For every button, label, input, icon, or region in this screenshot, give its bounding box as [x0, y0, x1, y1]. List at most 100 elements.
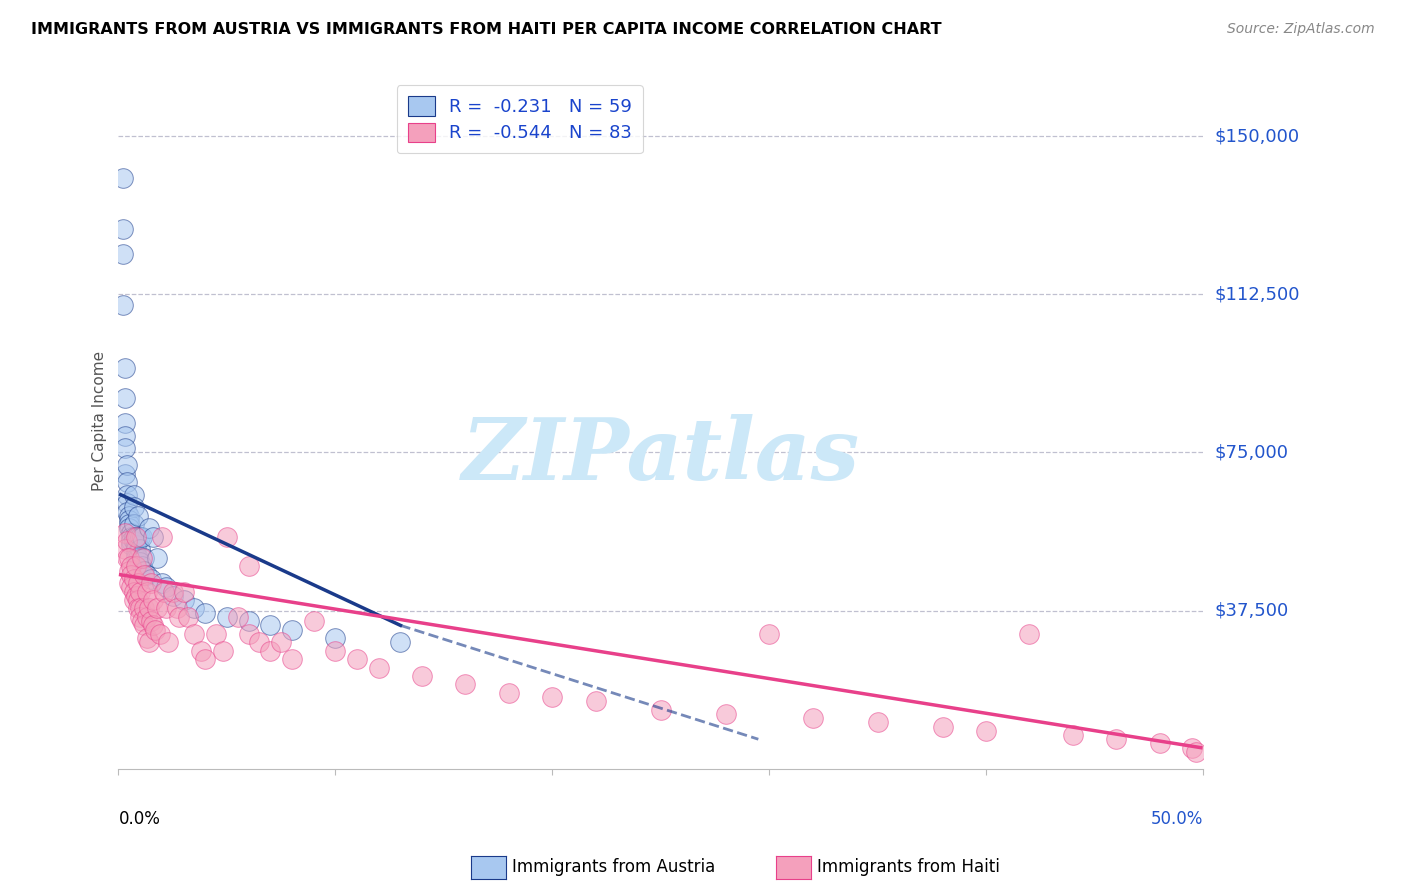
- Point: [125, 530, 148, 544]
- Point: [122, 593, 145, 607]
- Point: [270, 635, 292, 649]
- Point: [111, 171, 134, 186]
- Point: [127, 530, 149, 544]
- Point: [411, 669, 433, 683]
- Point: [139, 576, 162, 591]
- Point: [122, 584, 145, 599]
- Point: [122, 572, 145, 586]
- Text: $75,000: $75,000: [1215, 443, 1288, 461]
- Point: [142, 593, 165, 607]
- Point: [205, 627, 228, 641]
- Point: [190, 643, 212, 657]
- Point: [114, 442, 136, 456]
- Point: [281, 623, 304, 637]
- Point: [114, 542, 136, 557]
- Point: [183, 601, 205, 615]
- Point: [146, 550, 169, 565]
- Point: [114, 416, 136, 430]
- Text: 0.0%: 0.0%: [118, 811, 160, 829]
- Point: [259, 643, 281, 657]
- Point: [118, 513, 141, 527]
- Text: ZIPatlas: ZIPatlas: [461, 414, 860, 498]
- Point: [714, 706, 737, 721]
- Point: [177, 610, 200, 624]
- Point: [115, 475, 138, 489]
- Point: [135, 631, 157, 645]
- Point: [129, 610, 152, 624]
- Point: [118, 550, 141, 565]
- Point: [1181, 740, 1204, 755]
- Point: [115, 458, 138, 472]
- Point: [974, 723, 997, 738]
- Point: [454, 677, 477, 691]
- Point: [111, 222, 134, 236]
- Point: [114, 467, 136, 481]
- Point: [585, 694, 607, 708]
- Point: [118, 517, 141, 532]
- Point: [226, 610, 249, 624]
- Point: [1062, 728, 1084, 742]
- Point: [129, 530, 152, 544]
- Point: [238, 627, 260, 641]
- Point: [118, 576, 141, 591]
- Point: [120, 534, 142, 549]
- Point: [125, 550, 148, 565]
- Point: [155, 581, 177, 595]
- Point: [150, 576, 173, 591]
- Point: [120, 567, 142, 582]
- Point: [127, 593, 149, 607]
- Point: [129, 542, 152, 557]
- Point: [122, 534, 145, 549]
- Point: [162, 589, 184, 603]
- Legend: R =  -0.231   N = 59, R =  -0.544   N = 83: R = -0.231 N = 59, R = -0.544 N = 83: [396, 86, 643, 153]
- Point: [127, 550, 149, 565]
- Point: [125, 589, 148, 603]
- Point: [138, 635, 160, 649]
- Point: [127, 576, 149, 591]
- Point: [120, 530, 142, 544]
- Point: [215, 610, 238, 624]
- Point: [138, 601, 160, 615]
- Point: [194, 606, 217, 620]
- Point: [134, 550, 156, 565]
- Point: [135, 584, 157, 599]
- Point: [173, 584, 195, 599]
- Point: [173, 593, 195, 607]
- Point: [131, 559, 153, 574]
- Point: [758, 627, 780, 641]
- Point: [111, 247, 134, 261]
- Text: Immigrants from Haiti: Immigrants from Haiti: [817, 858, 1000, 876]
- Point: [139, 614, 162, 628]
- Point: [115, 488, 138, 502]
- Point: [122, 530, 145, 544]
- Point: [135, 610, 157, 624]
- Point: [194, 652, 217, 666]
- Text: $150,000: $150,000: [1215, 128, 1299, 145]
- Point: [122, 517, 145, 532]
- Point: [150, 530, 173, 544]
- Point: [114, 391, 136, 405]
- Point: [259, 618, 281, 632]
- Point: [138, 521, 160, 535]
- Point: [115, 534, 138, 549]
- Point: [131, 550, 153, 565]
- Text: 50.0%: 50.0%: [1150, 811, 1204, 829]
- Point: [118, 521, 141, 535]
- Point: [118, 508, 141, 523]
- Point: [238, 559, 260, 574]
- Point: [115, 504, 138, 518]
- Point: [114, 525, 136, 540]
- Point: [129, 601, 152, 615]
- Point: [122, 500, 145, 515]
- Point: [120, 559, 142, 574]
- Point: [183, 627, 205, 641]
- Point: [118, 564, 141, 578]
- Point: [125, 542, 148, 557]
- Point: [162, 584, 184, 599]
- Point: [302, 614, 325, 628]
- Point: [111, 298, 134, 312]
- Point: [346, 652, 368, 666]
- Point: [153, 584, 176, 599]
- Point: [389, 635, 412, 649]
- Point: [139, 572, 162, 586]
